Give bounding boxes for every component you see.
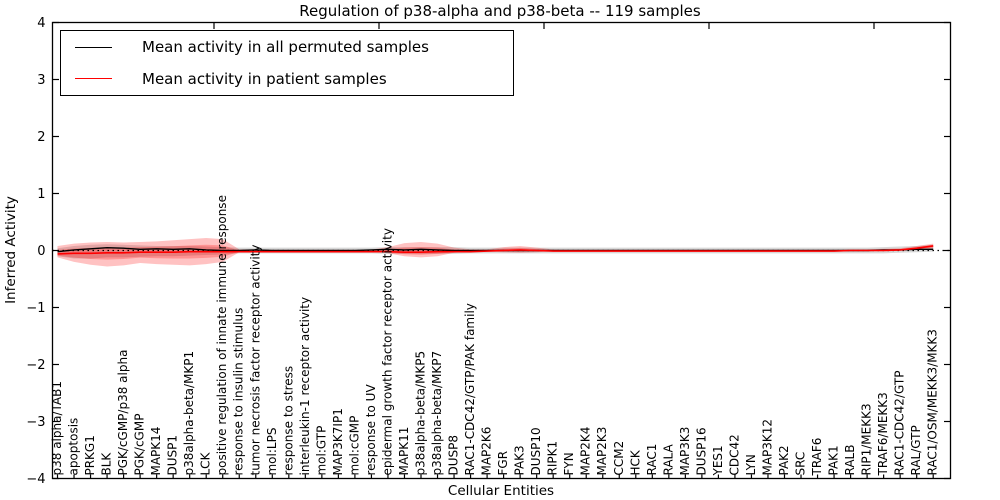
x-tick-label: response to stress <box>281 366 295 476</box>
x-tick-label: TRAF6/MEKK3 <box>876 392 890 476</box>
x-tick-label: RALA <box>661 443 675 475</box>
x-tick-label: DUSP10 <box>529 427 543 475</box>
y-tick-label: −1 <box>26 301 45 316</box>
x-tick-label: PAK3 <box>513 445 527 475</box>
x-tick-label: MAP2K4 <box>579 427 593 476</box>
x-tick-label: positive regulation of innate immune res… <box>215 195 229 475</box>
x-tick-label: MAP2K3 <box>595 427 609 476</box>
x-tick-label: PRKG1 <box>83 435 97 475</box>
legend-row-patient: Mean activity in patient samples <box>61 64 513 94</box>
legend-label: Mean activity in patient samples <box>142 69 387 88</box>
x-tick-label: RAL/GTP <box>909 425 923 475</box>
y-tick-label: 4 <box>37 16 45 31</box>
x-tick-label: CDC42 <box>727 434 741 475</box>
x-tick-label: SRC <box>794 452 808 476</box>
x-tick-label: CCM2 <box>612 441 626 476</box>
x-tick-labels: p38 alpha/TAB1 apoptosis PRKG1 BLK PGK/cGMP/… <box>50 195 940 476</box>
x-tick-label: RAC1-CDC42/GTP <box>893 371 907 476</box>
x-tick-label: YES1 <box>711 445 725 476</box>
y-tick-label: −3 <box>26 415 45 430</box>
x-tick-label: PAK2 <box>777 445 791 475</box>
x-tick-label: p38alpha-beta/MKP7 <box>430 351 444 476</box>
x-axis-title: Cellular Entities <box>447 483 555 499</box>
x-tick-label: MAPK14 <box>149 427 163 476</box>
x-tick-label: p38alpha-beta/MKP5 <box>413 351 427 476</box>
x-tick-label: RIP1/MEKK3 <box>860 403 874 475</box>
x-tick-label: MAP2K6 <box>480 427 494 476</box>
y-tick-label: −2 <box>26 358 45 373</box>
y-tick-label: 2 <box>37 130 45 145</box>
x-tick-label: mol:cGMP <box>347 416 361 476</box>
x-tick-label: BLK <box>100 452 114 476</box>
x-tick-label: apoptosis <box>67 418 81 476</box>
y-tick-label: 1 <box>37 187 45 202</box>
x-tick-label: TRAF6 <box>810 438 824 477</box>
x-tick-label: p38 alpha/TAB1 <box>50 381 64 475</box>
y-tick-label: 0 <box>37 244 45 259</box>
legend-row-permuted: Mean activity in all permuted samples <box>61 32 513 62</box>
y-tick-label: 3 <box>37 73 45 88</box>
x-tick-label: mol:LPS <box>265 428 279 476</box>
x-tick-label: PGK/cGMP/p38 alpha <box>116 350 130 476</box>
legend-line-sample-black <box>75 46 112 48</box>
x-tick-label: tumor necrosis factor receptor activity <box>248 245 262 476</box>
x-tick-label: HCK <box>628 449 642 475</box>
x-tick-label: PGK/cGMP <box>133 414 147 476</box>
patient-mean-line <box>57 245 934 255</box>
x-tick-label: LCK <box>199 451 213 475</box>
x-tick-label: DUSP16 <box>694 427 708 475</box>
legend-line-sample-red <box>75 78 112 80</box>
x-tick-label: RAC1 <box>645 444 659 476</box>
x-tick-label: response to UV <box>364 384 378 476</box>
x-tick-label: MAPK11 <box>397 427 411 476</box>
y-axis-title: Inferred Activity <box>3 196 19 304</box>
x-tick-label: interleukin-1 receptor activity <box>298 297 312 476</box>
x-tick-label: epidermal growth factor receptor activit… <box>380 228 394 475</box>
x-tick-label: FGR <box>496 451 510 476</box>
x-tick-label: RAC1/OSM/MEKK3/MKK3 <box>926 329 940 475</box>
legend: Mean activity in all permuted samples Me… <box>60 30 514 96</box>
x-tick-label: LYN <box>744 454 758 475</box>
x-tick-label: response to insulin stimulus <box>232 308 246 476</box>
x-tick-label: mol:GTP <box>314 426 328 476</box>
x-tick-label: RAC1-CDC42/GTP/PAK family <box>463 303 477 475</box>
x-tick-label: RIPK1 <box>546 441 560 476</box>
tick-marks <box>52 21 951 480</box>
legend-label: Mean activity in all permuted samples <box>142 38 429 57</box>
x-tick-label: FYN <box>562 452 576 475</box>
y-tick-label: −4 <box>26 472 45 487</box>
x-tick-label: MAP3K7IP1 <box>331 408 345 475</box>
x-tick-label: MAP3K12 <box>760 419 774 476</box>
x-tick-label: MAP3K3 <box>678 427 692 476</box>
y-tick-labels: 4 3 2 1 0 −1 −2 −3 −4 <box>26 16 45 487</box>
x-tick-label: DUSP1 <box>166 435 180 476</box>
x-tick-label: DUSP8 <box>447 435 461 476</box>
chart-title: Regulation of p38-alpha and p38-beta -- … <box>299 2 701 20</box>
x-tick-label: RALB <box>843 445 857 476</box>
x-tick-label: PAK1 <box>827 445 841 475</box>
x-tick-label: p38alpha-beta/MKP1 <box>182 351 196 476</box>
